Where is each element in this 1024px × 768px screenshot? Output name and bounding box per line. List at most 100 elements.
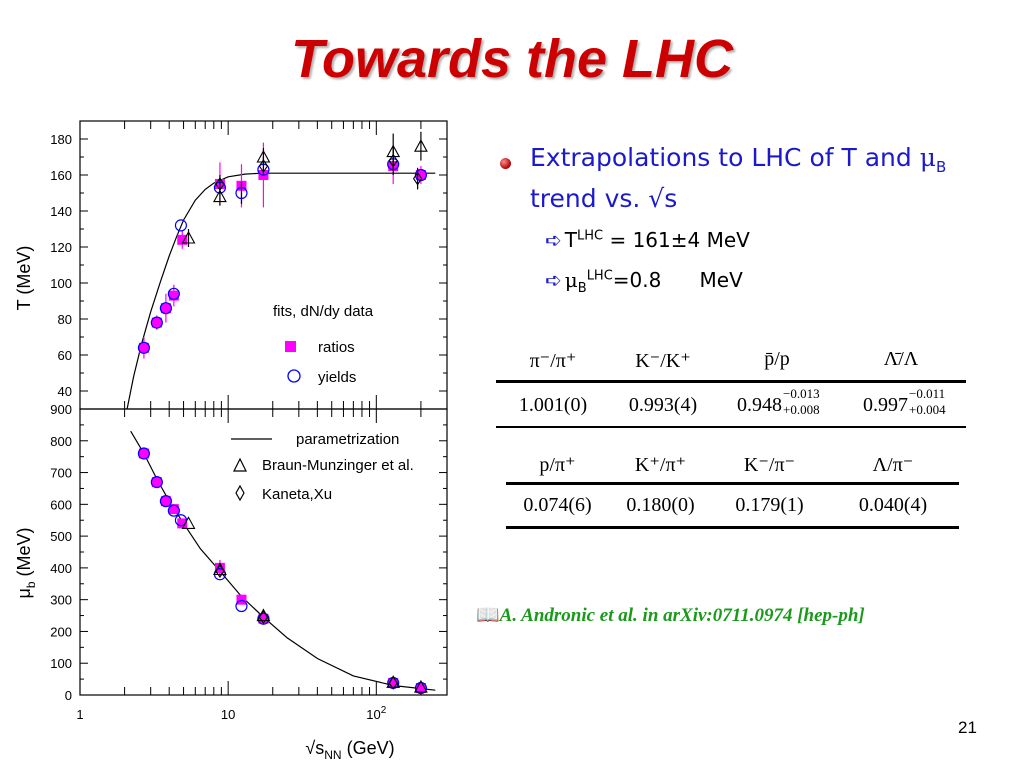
point-yields: [414, 681, 428, 695]
point-kaneta-xu: [412, 171, 423, 186]
y-tick-label: 500: [50, 529, 72, 544]
book-icon: 📖: [476, 605, 500, 626]
point-kaneta-xu: [215, 564, 225, 579]
y-tick-label: 160: [50, 168, 72, 183]
y-tick-label: 180: [50, 132, 72, 147]
table1-error-3-lower: +0.004: [909, 402, 946, 417]
point-ratios: [415, 170, 426, 180]
point-yields: [137, 341, 151, 354]
y-tick-label: 140: [50, 204, 72, 219]
legend-label-kaneta-xu: Kaneta,Xu: [262, 486, 332, 503]
point-ratios: [236, 594, 247, 605]
table1-rule-bottom: [496, 426, 966, 428]
legend-marker-yields: [287, 369, 301, 383]
citation: 📖A. Andronic et al. in arXiv:0711.0974 […: [476, 605, 865, 626]
table2-value-2: 0.179(1): [735, 494, 804, 516]
bottom-panel-frame: [79, 408, 448, 696]
legend-label-yields: yields: [318, 369, 356, 386]
y-tick-label: 900: [50, 402, 72, 417]
y-tick-label: 60: [58, 348, 72, 363]
point-kaneta-xu: [215, 177, 225, 191]
table2-header-3: Λ/π⁻: [872, 454, 914, 476]
y-tick-label: 0: [65, 688, 72, 703]
point-yields: [235, 186, 248, 200]
table2-header-0: p/π⁺: [539, 454, 576, 476]
point-kaneta-xu: [388, 153, 398, 168]
table1-value-3: 0.997: [863, 394, 908, 416]
bottom-y-axis-title: μb (MeV): [14, 527, 38, 598]
table2-value-3: 0.040(4): [858, 494, 928, 516]
bullet-text: Extrapolations to LHC of T and μB trend …: [530, 143, 947, 213]
point-braun-munzinger: [181, 230, 196, 244]
table1-header-3: Λ̄/Λ: [883, 348, 919, 370]
point-kaneta-xu: [258, 610, 269, 625]
table2-value-0: 0.074(6): [523, 494, 592, 516]
point-ratios: [168, 504, 179, 515]
point-braun-munzinger: [181, 516, 196, 529]
table1-value-0: 1.001(0): [518, 394, 588, 416]
y-tick-label: 100: [50, 656, 72, 671]
y-tick-label: 800: [50, 434, 72, 449]
point-ratios: [138, 448, 149, 459]
table1-header-0: π⁻/π⁺: [529, 350, 577, 372]
legend-marker-braun-munzinger: [233, 457, 247, 472]
y-tick-label: 40: [58, 384, 72, 399]
point-ratios: [214, 562, 225, 573]
point-yields: [159, 495, 172, 508]
point-braun-munzinger: [413, 679, 428, 693]
point-ratios: [258, 613, 269, 624]
x-axis-title: √sNN (GeV): [305, 738, 394, 762]
bullet-icon: [500, 158, 511, 169]
point-yields: [167, 287, 180, 300]
legend-label-parametrization: parametrization: [296, 431, 399, 448]
table1-rule-top: [496, 380, 966, 383]
y-tick-label: 100: [50, 276, 72, 291]
y-tick-label: 300: [50, 593, 72, 608]
point-ratios: [415, 683, 426, 694]
sub-bullet-temperature: ➪ TLHC = 161±4 MeV: [545, 228, 750, 252]
legend-marker-kaneta-xu: [235, 484, 245, 502]
point-ratios: [177, 234, 188, 245]
table2-rule-top: [506, 482, 959, 485]
page-number: 21: [958, 718, 977, 737]
point-braun-munzinger: [413, 139, 428, 152]
ratio-table-2: p/π⁺ K⁺/π⁺ K⁻/π⁻ Λ/π⁻ 0.074(6) 0.180(0) …: [506, 446, 959, 530]
point-yields: [137, 447, 151, 460]
point-braun-munzinger: [213, 189, 227, 203]
slide-title: Towards the LHC: [290, 29, 734, 89]
point-yields: [174, 219, 188, 232]
table2-header-2: K⁻/π⁻: [743, 454, 796, 476]
table1-error-3-upper: −0.011: [909, 386, 946, 401]
point-kaneta-xu: [258, 159, 269, 173]
point-yields: [159, 302, 172, 315]
point-kaneta-xu: [388, 675, 398, 690]
ratio-table-1: π⁻/π⁺ K⁻/K⁺ p̄/p Λ̄/Λ 1.001(0) 0.993(4) …: [496, 340, 966, 430]
top-y-axis-title: T (MeV): [14, 246, 34, 311]
x-tick-label: 102: [366, 705, 386, 722]
point-yields: [235, 599, 248, 613]
top-legend-title: fits, dN/dy data: [273, 303, 374, 320]
y-tick-label: 400: [50, 561, 72, 576]
y-tick-label: 80: [58, 312, 72, 327]
point-ratios: [160, 496, 171, 507]
point-ratios: [388, 677, 399, 688]
legend-label-ratios: ratios: [318, 339, 355, 356]
arrow-icon: ➪: [545, 228, 562, 252]
sub-bullet-mub: ➪ μBLHC=0.8 MeV: [545, 268, 743, 296]
point-ratios: [177, 518, 188, 529]
table2-header-1: K⁺/π⁺: [634, 454, 687, 476]
table1-value-2: 0.948: [737, 394, 782, 416]
table1-error-2-lower: +0.008: [783, 402, 820, 417]
y-tick-label: 120: [50, 240, 72, 255]
table1-header-2: p̄/p: [764, 348, 790, 370]
legend-marker-ratios: [285, 341, 296, 352]
y-tick-label: 200: [50, 624, 72, 639]
chart-figure: 4060801001201401601800100200300400500600…: [14, 120, 448, 762]
point-yields: [150, 316, 163, 329]
table1-error-2-upper: −0.013: [783, 386, 820, 401]
point-ratios: [160, 303, 171, 314]
x-tick-label: 10: [221, 707, 235, 722]
table1-value-1: 0.993(4): [628, 394, 698, 416]
legend-label-braun-munzinger: Braun-Munzinger et al.: [262, 457, 414, 474]
point-ratios: [151, 477, 162, 488]
